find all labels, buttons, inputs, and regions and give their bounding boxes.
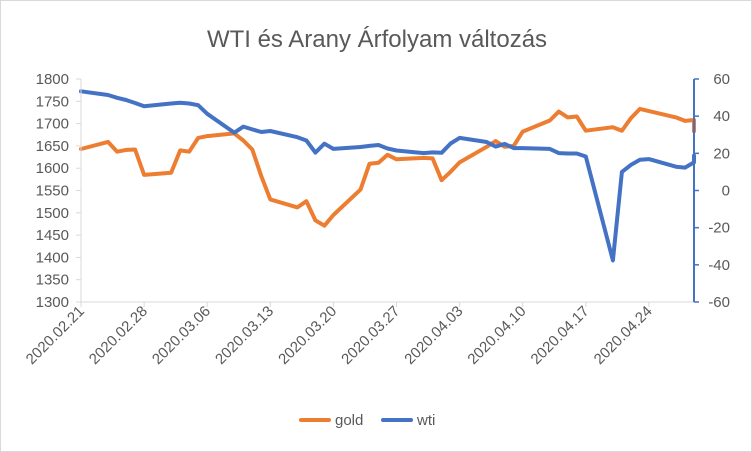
- axes: 1300 1350 1400 1450 1500 1550 1600 1650 1700 1750…: [23, 71, 730, 368]
- x-tick-label: 2020.04.03: [401, 303, 466, 368]
- x-tick-label: 2020.03.13: [212, 303, 277, 368]
- y-right-tick-label: -60: [708, 294, 730, 311]
- y-left-tick-label: 1750: [36, 93, 69, 110]
- chart-title: WTI és Arany Árfolyam változás: [207, 26, 547, 53]
- y-left-tick-label: 1450: [36, 227, 69, 244]
- plot-area: [79, 89, 696, 263]
- x-tick-label: 2020.04.24: [591, 303, 656, 368]
- y-left-tick-label: 1700: [36, 116, 69, 133]
- legend-label-gold: gold: [335, 412, 363, 429]
- y-right-tick-label: 0: [722, 183, 730, 200]
- y-left-tick-label: 1800: [36, 71, 69, 88]
- y-right-tick-label: 60: [713, 71, 730, 88]
- x-tick-label: 2020.04.17: [528, 303, 593, 368]
- y-left-tick-label: 1300: [36, 294, 69, 311]
- y-left-tick-label: 1650: [36, 138, 69, 155]
- x-tick-label: 2020.03.20: [275, 303, 340, 368]
- x-tick-label: 2020.03.27: [338, 303, 403, 368]
- series-line-wti: [79, 89, 696, 263]
- legend-label-wti: wti: [416, 412, 435, 429]
- series-line-gold: [79, 106, 696, 228]
- x-tick-label: 2020.04.10: [464, 303, 529, 368]
- x-tick-label: 2020.02.28: [86, 303, 151, 368]
- x-tick-label: 2020.02.21: [23, 303, 88, 368]
- y-left-tick-label: 1500: [36, 205, 69, 222]
- y-right-tick-label: 20: [713, 145, 730, 162]
- y-left-tick-label: 1400: [36, 249, 69, 266]
- y-left-tick-label: 1600: [36, 160, 69, 177]
- y-left-tick-label: 1350: [36, 272, 69, 289]
- legend: gold wti: [299, 412, 435, 429]
- y-left-tick-label: 1550: [36, 183, 69, 200]
- y-right-tick-label: 40: [713, 108, 730, 125]
- y-right-tick-label: -40: [708, 257, 730, 274]
- x-tick-label: 2020.03.06: [149, 303, 214, 368]
- y-right-tick-label: -20: [708, 220, 730, 237]
